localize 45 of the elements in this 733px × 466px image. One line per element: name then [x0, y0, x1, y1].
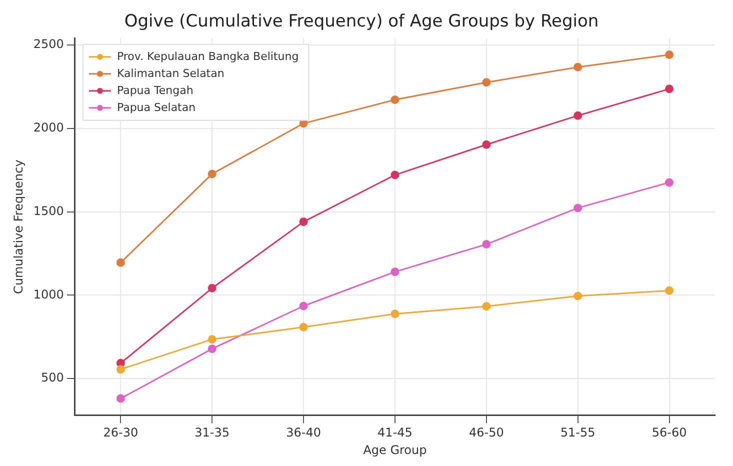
y-tick-label: 2500 — [33, 37, 64, 52]
y-tick-label: 1000 — [33, 287, 64, 302]
point — [482, 302, 491, 311]
point — [208, 284, 216, 292]
x-axis-title: Age Group — [363, 442, 427, 457]
legend-label: Prov. Kepulauan Bangka Belitung — [116, 50, 299, 63]
y-tick-label: 2000 — [33, 120, 64, 135]
point — [482, 240, 491, 249]
point — [665, 286, 674, 295]
legend-label: Kalimantan Selatan — [116, 66, 224, 80]
point — [665, 84, 674, 94]
x-tick-label: 31-35 — [194, 426, 230, 440]
point — [390, 268, 400, 276]
x-tick-label: 56-60 — [652, 426, 687, 440]
point — [390, 96, 400, 104]
point — [390, 310, 400, 318]
y-tick-label: 500 — [41, 370, 64, 385]
x-tick-label: 36-40 — [286, 426, 321, 440]
x-tick-label: 41-45 — [378, 426, 412, 440]
point — [482, 140, 491, 149]
point — [116, 365, 125, 374]
point — [116, 258, 125, 267]
point — [665, 178, 674, 187]
point — [482, 78, 491, 87]
x-tick-label: 46-50 — [468, 426, 504, 440]
legend-label: Papua Tengah — [116, 84, 194, 97]
point — [665, 50, 674, 59]
point — [299, 218, 308, 226]
x-tick-label: 26-30 — [103, 426, 138, 440]
y-axis-title: Cumulative Frequency — [11, 160, 26, 294]
point — [116, 394, 125, 403]
chart-title: Ogive (Cumulative Frequency) of Age Groups by Region — [124, 12, 599, 32]
y-tick-label: 1500 — [33, 204, 64, 218]
point — [574, 111, 582, 120]
point — [574, 292, 582, 300]
point — [208, 170, 216, 178]
legend-label: Papua Selatan — [116, 100, 196, 114]
point — [208, 344, 216, 354]
x-tick-label: 51-55 — [560, 426, 596, 440]
point — [208, 335, 216, 344]
point — [299, 322, 308, 332]
point — [574, 204, 582, 212]
point — [574, 62, 582, 72]
point — [390, 170, 400, 180]
point — [299, 302, 308, 310]
